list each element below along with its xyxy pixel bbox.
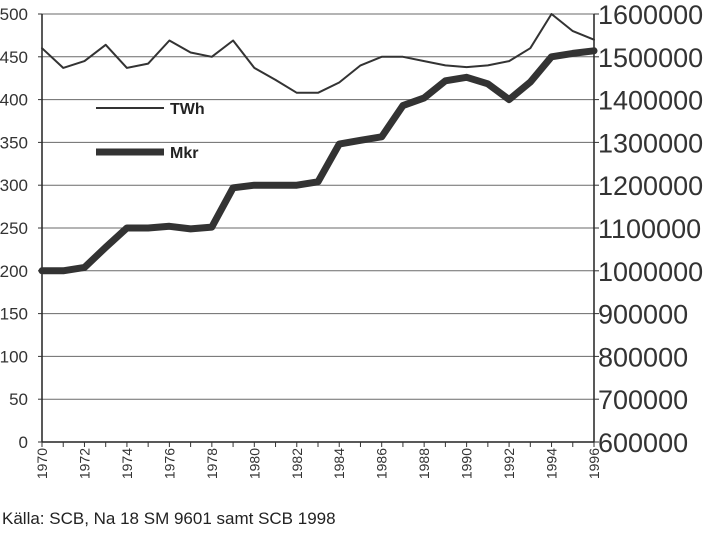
right-axis-ticks: 600000 700000 800000 900000 1000000 1100000 12… bbox=[594, 0, 703, 458]
x-tick-label: 1986 bbox=[374, 448, 390, 479]
legend-label-twh: TWh bbox=[170, 101, 205, 118]
right-tick-label: 1000000 bbox=[598, 257, 703, 287]
x-tick-label: 1982 bbox=[289, 448, 305, 479]
left-tick-label: 50 bbox=[9, 390, 28, 409]
left-tick-label: 150 bbox=[0, 305, 28, 324]
source-note: Källa: SCB, Na 18 SM 9601 samt SCB 1998 bbox=[2, 509, 336, 528]
x-tick-label: 1974 bbox=[119, 448, 135, 479]
right-tick-label: 1600000 bbox=[598, 0, 703, 30]
x-tick-label: 1988 bbox=[416, 448, 432, 479]
x-tick-label: 1984 bbox=[331, 448, 347, 479]
right-tick-label: 1200000 bbox=[598, 171, 703, 201]
series-line-twh bbox=[41, 13, 595, 94]
right-tick-label: 600000 bbox=[598, 428, 688, 458]
left-tick-label: 450 bbox=[0, 48, 28, 67]
x-tick-label: 1992 bbox=[501, 448, 517, 479]
left-tick-label: 200 bbox=[0, 262, 28, 281]
right-tick-label: 1500000 bbox=[598, 43, 703, 73]
right-tick-label: 1100000 bbox=[598, 214, 701, 244]
x-tick-label: 1970 bbox=[34, 448, 50, 479]
left-tick-label: 300 bbox=[0, 176, 28, 195]
series-line-mkr bbox=[38, 47, 598, 275]
right-tick-label: 900000 bbox=[598, 300, 688, 330]
x-axis-ticks: 1970 1972 1974 1976 1978 1980 1982 1984 1986 1988… bbox=[34, 442, 602, 479]
legend-label-mkr: Mkr bbox=[170, 145, 198, 162]
series bbox=[38, 13, 598, 275]
left-tick-label: 250 bbox=[0, 219, 28, 238]
x-tick-label: 1994 bbox=[544, 448, 560, 479]
legend: TWh Mkr bbox=[96, 101, 205, 162]
x-tick-label: 1972 bbox=[76, 448, 92, 479]
left-tick-label: 500 bbox=[0, 5, 28, 24]
x-tick-label: 1976 bbox=[161, 448, 177, 479]
left-tick-label: 350 bbox=[0, 133, 28, 152]
gridlines bbox=[42, 13, 594, 400]
right-tick-label: 800000 bbox=[598, 342, 688, 372]
left-tick-label: 400 bbox=[0, 91, 28, 110]
x-tick-label: 1990 bbox=[459, 448, 475, 479]
x-tick-label: 1978 bbox=[204, 448, 220, 479]
x-tick-label: 1980 bbox=[246, 448, 262, 479]
right-tick-label: 1300000 bbox=[598, 128, 703, 158]
x-tick-label: 1996 bbox=[586, 448, 602, 479]
left-tick-label: 100 bbox=[0, 347, 28, 366]
right-tick-label: 1400000 bbox=[598, 86, 703, 116]
chart: 0 50 100 150 200 250 300 350 400 450 500 600000 700… bbox=[0, 0, 703, 479]
left-tick-label: 0 bbox=[19, 433, 28, 452]
right-tick-label: 700000 bbox=[598, 385, 688, 415]
left-axis-ticks: 0 50 100 150 200 250 300 350 400 450 500 bbox=[0, 5, 42, 452]
